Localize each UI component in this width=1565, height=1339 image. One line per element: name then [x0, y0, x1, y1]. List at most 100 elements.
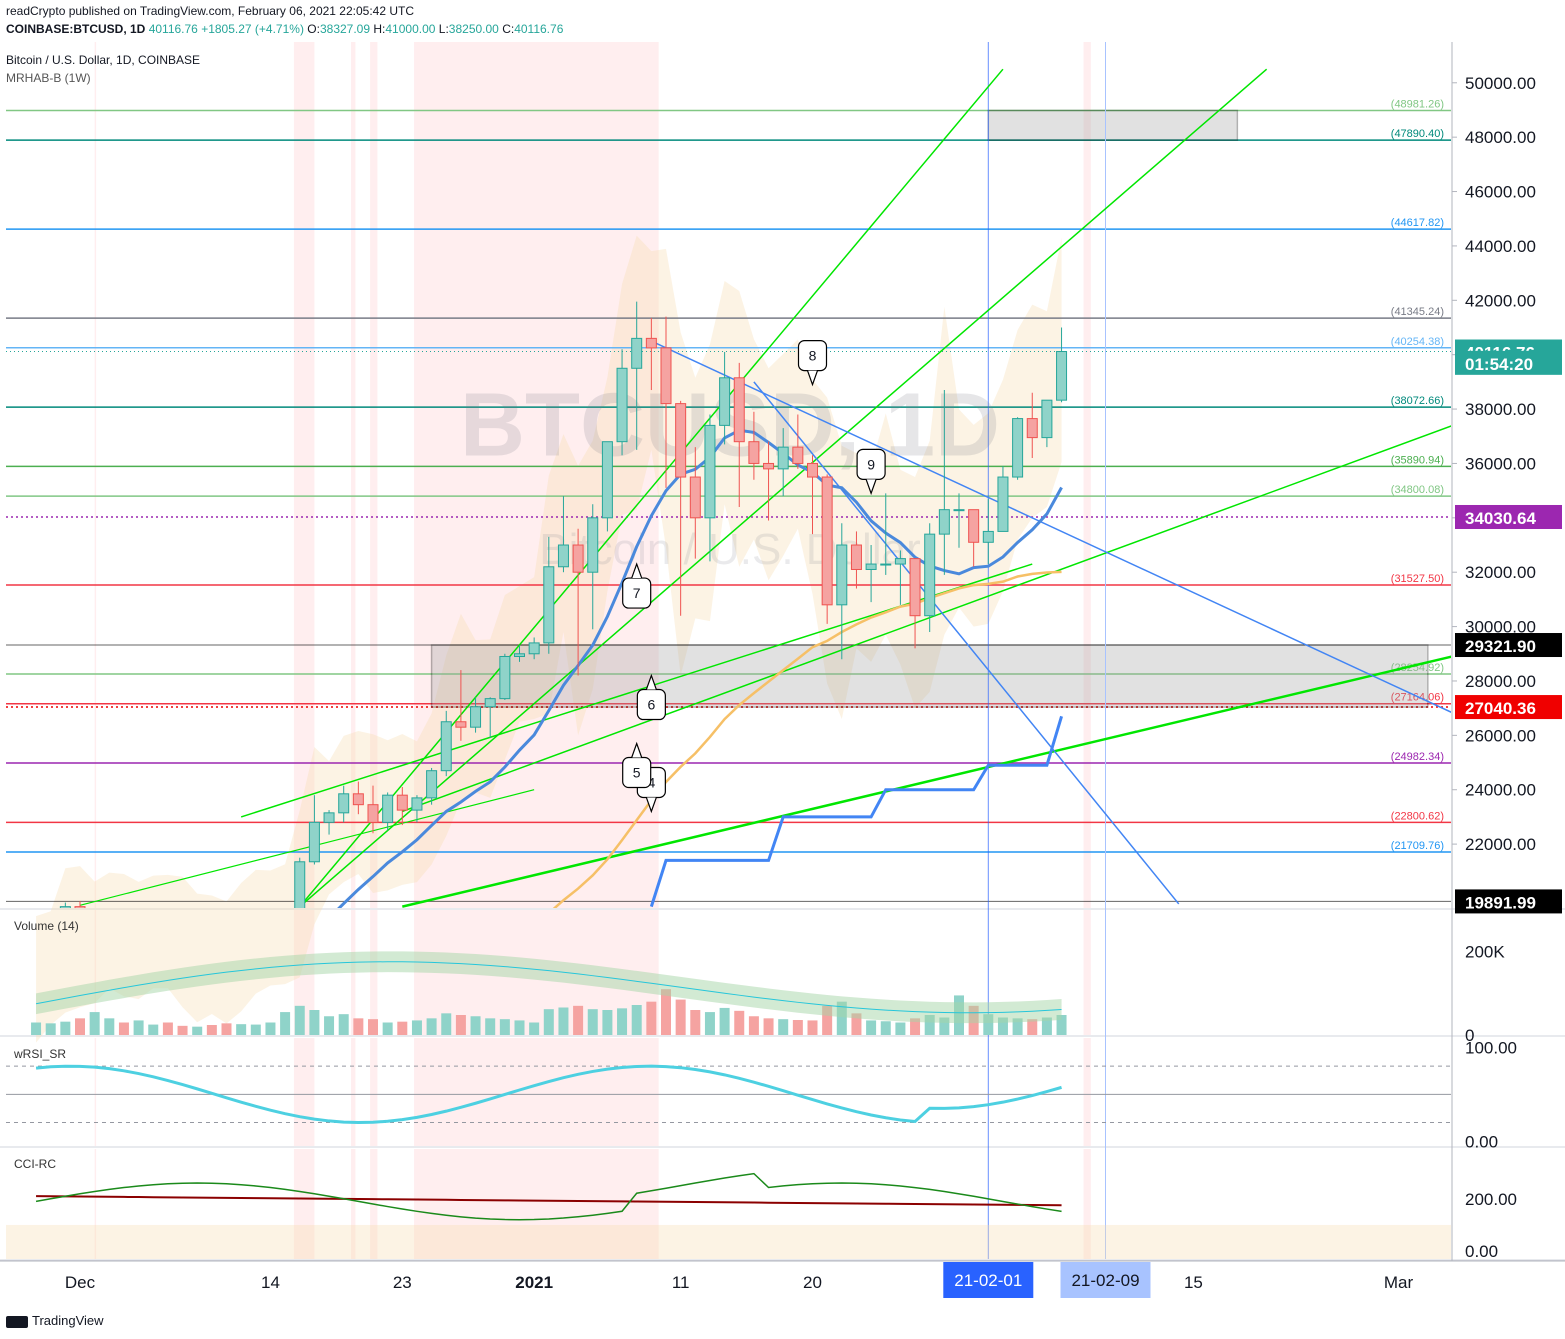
price-tick-label: 28000.00	[1465, 672, 1536, 691]
price-tick-label: 48000.00	[1465, 128, 1536, 147]
volume-bar	[324, 1016, 335, 1035]
price-tick-label: 50000.00	[1465, 74, 1536, 93]
candle	[763, 441, 775, 521]
volume-bar	[499, 1019, 510, 1035]
publish-line: readCrypto published on TradingView.com,…	[6, 4, 415, 18]
candle-body	[455, 721, 467, 728]
price-label-text: 34030.64	[1465, 509, 1536, 528]
volume-mid-line	[35, 961, 1062, 1014]
candle-body	[1026, 418, 1038, 439]
callout-label: 4	[647, 774, 655, 790]
level-label: (38072.66)	[1391, 395, 1444, 407]
step-line	[649, 715, 1063, 908]
candle-body	[411, 797, 423, 811]
candle-body	[894, 558, 906, 565]
price-label-bg	[1455, 350, 1562, 375]
level-label: (40254.38)	[1391, 336, 1444, 348]
price-tick-label: 46000.00	[1465, 183, 1536, 202]
volume-bar	[236, 1024, 247, 1035]
candle	[587, 504, 599, 630]
volume-bar	[162, 1022, 173, 1035]
footer-brand[interactable]: TradingView	[6, 1313, 104, 1328]
candle	[440, 710, 452, 777]
candle	[777, 428, 789, 497]
candle-body	[645, 337, 657, 349]
volume-bar	[148, 1024, 159, 1035]
highlight-band	[1083, 1038, 1091, 1146]
candle-body	[572, 544, 584, 573]
candle-body	[792, 446, 804, 464]
highlight-band	[351, 42, 356, 908]
candle	[572, 528, 584, 676]
callout-pointer	[631, 562, 643, 579]
candle-body	[748, 441, 760, 464]
candle-body	[675, 403, 687, 478]
change-value: +1805.27 (+4.71%)	[201, 22, 304, 36]
candle	[1056, 327, 1068, 403]
time-label-bg	[1060, 1262, 1151, 1298]
volume-bar	[895, 1022, 906, 1035]
highlight-band	[293, 42, 315, 908]
price-tick-label: 38000.00	[1465, 400, 1536, 419]
volume-bar	[763, 1018, 774, 1035]
open-key: O:	[307, 22, 320, 36]
candle-body	[689, 476, 701, 519]
candle-body	[323, 812, 335, 823]
volume-bar	[470, 1016, 481, 1035]
candle	[645, 317, 657, 391]
symbol-ohlc-bar: COINBASE:BTCUSD, 1D 40116.76 +1805.27 (+…	[6, 22, 563, 36]
candle-body	[294, 861, 306, 908]
level-label: (34800.08)	[1391, 484, 1444, 496]
volume-bar	[704, 1012, 715, 1035]
candle	[323, 810, 335, 835]
time-tick-label: Dec	[65, 1273, 96, 1292]
volume-bar	[602, 1010, 613, 1035]
callout-pointer	[645, 797, 657, 814]
candle-body	[499, 655, 511, 700]
volume-bar	[31, 1022, 42, 1035]
volume-bar	[485, 1018, 496, 1035]
legend-indicator[interactable]: MRHAB-B (1W)	[6, 71, 91, 85]
volume-bar	[118, 1022, 129, 1035]
candle	[470, 697, 482, 733]
cci-signal-line	[36, 1195, 1062, 1207]
volume-bar	[558, 1007, 569, 1035]
candle-body	[528, 642, 540, 655]
candle-body	[733, 377, 745, 443]
callout-label: 7	[633, 585, 641, 601]
candle-body	[557, 544, 569, 568]
candle-body	[601, 441, 613, 519]
candle-body	[631, 337, 643, 369]
close-value-2: 40116.76	[514, 22, 564, 36]
candle-body	[704, 424, 716, 519]
wrsi-title: wRSI_SR	[13, 1047, 66, 1061]
price-tick-label: 30000.00	[1465, 618, 1536, 637]
candle-body	[616, 367, 628, 443]
volume-bar	[104, 1018, 115, 1035]
candle	[865, 545, 877, 603]
highlight-band	[1083, 42, 1091, 908]
open-value: 38327.09	[319, 22, 371, 36]
candle-body	[396, 794, 408, 811]
callout-pointer	[631, 741, 643, 758]
low-value: 38250.00	[448, 22, 499, 36]
volume-bar	[411, 1020, 422, 1035]
time-tick-label: 11	[672, 1273, 690, 1292]
callout-label: 6	[647, 697, 655, 713]
volume-bar	[1056, 1015, 1067, 1035]
candle	[748, 411, 760, 480]
highlight-band	[94, 910, 97, 1035]
volume-bar	[1027, 1019, 1038, 1035]
level-label: (31527.50)	[1391, 573, 1444, 585]
volume-tick-label: 0	[1465, 1026, 1474, 1045]
volume-bar	[265, 1022, 276, 1035]
candle	[660, 316, 672, 488]
candle-body	[836, 544, 848, 606]
candle-body	[338, 793, 350, 814]
callout-8: 8	[797, 339, 828, 387]
volume-bar	[587, 1009, 598, 1035]
legend-title[interactable]: Bitcoin / U.S. Dollar, 1D, COINBASE	[6, 53, 201, 67]
level-label: (48981.26)	[1391, 98, 1444, 110]
volume-bar	[719, 1007, 730, 1035]
cci-title: CCI-RC	[14, 1157, 56, 1171]
